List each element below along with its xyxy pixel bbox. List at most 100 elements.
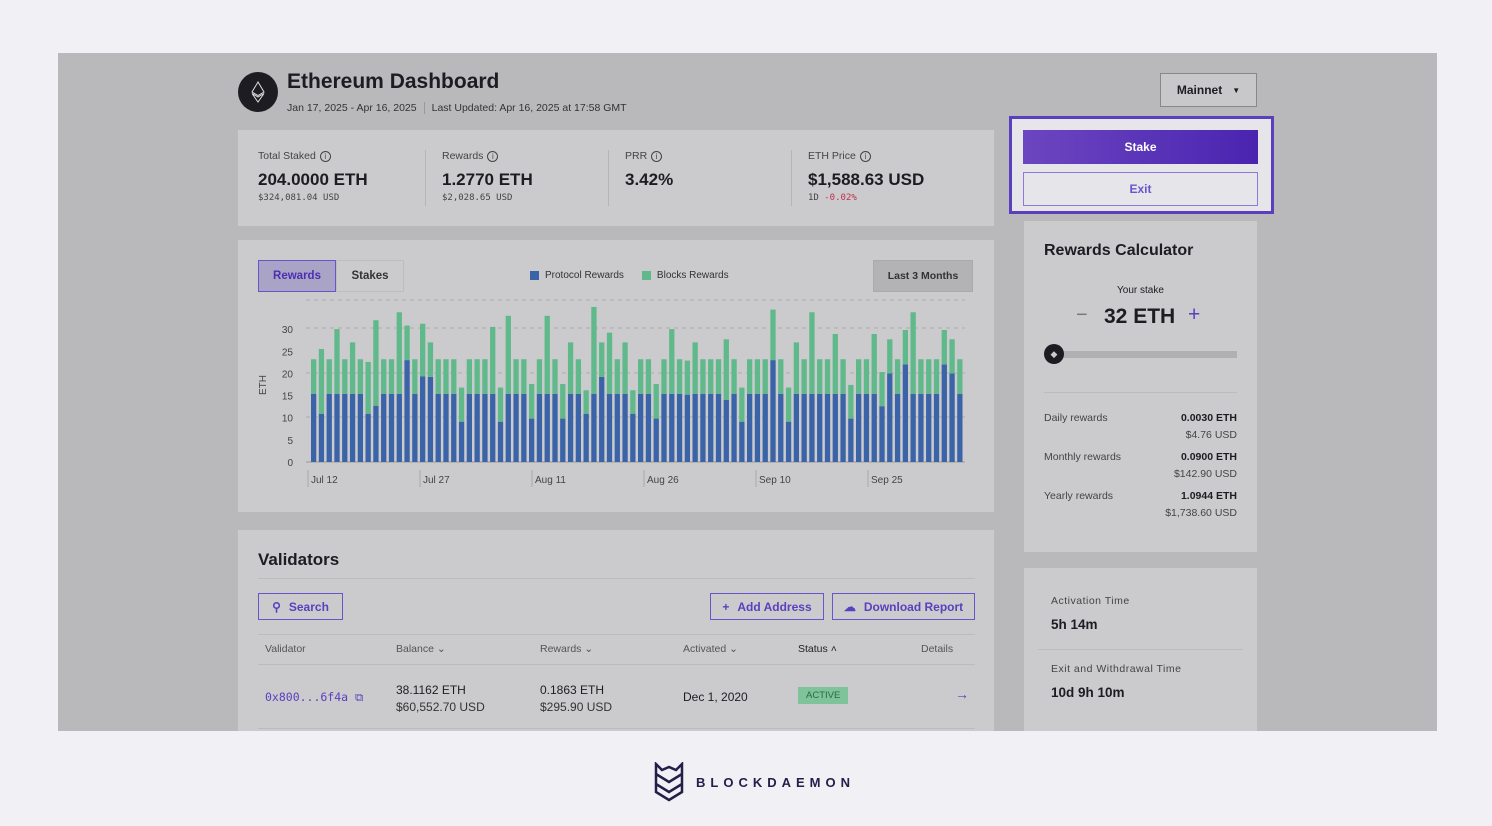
bar-protocol-rewards	[349, 393, 356, 462]
bar-protocol-rewards	[575, 393, 582, 462]
caret-down-icon: ▼	[1232, 85, 1241, 95]
bar-protocol-rewards	[817, 393, 823, 462]
bar-protocol-rewards	[832, 393, 838, 462]
range-select[interactable]: Last 3 Months	[873, 260, 973, 292]
bar-protocol-rewards	[785, 421, 792, 462]
bar-blocks-rewards	[599, 342, 605, 377]
bar-protocol-rewards	[824, 393, 831, 462]
bar-protocol-rewards	[513, 393, 519, 462]
bar-blocks-rewards	[451, 359, 457, 394]
bar-blocks-rewards	[513, 359, 519, 394]
x-tick-label: Aug 11	[535, 475, 566, 486]
bar-blocks-rewards	[645, 359, 652, 394]
bar-protocol-rewards	[684, 394, 691, 462]
validators-title: Validators	[258, 550, 340, 569]
stake-slider-track[interactable]	[1054, 351, 1237, 358]
bar-blocks-rewards	[809, 312, 815, 394]
bar-protocol-rewards	[435, 393, 441, 462]
col-validator: Validator	[265, 643, 306, 655]
bar-protocol-rewards	[809, 393, 815, 462]
bar-protocol-rewards	[879, 406, 885, 462]
bar-protocol-rewards	[918, 393, 924, 462]
bar-blocks-rewards	[365, 361, 371, 414]
rewards-calculator	[1024, 221, 1257, 552]
bar-blocks-rewards	[832, 333, 838, 394]
network-select[interactable]: Mainnet ▼	[1160, 73, 1257, 107]
bar-blocks-rewards	[957, 359, 963, 394]
rewards-usd: $295.90 USD	[540, 700, 613, 714]
bar-protocol-rewards	[754, 393, 761, 462]
bar-protocol-rewards	[482, 393, 488, 462]
validator-address[interactable]: 0x800...6f4a ⧉	[265, 690, 364, 704]
bar-protocol-rewards	[801, 393, 807, 462]
arrow-right-icon[interactable]: →	[955, 686, 969, 702]
bar-protocol-rewards	[941, 364, 947, 462]
bar-blocks-rewards	[622, 342, 628, 394]
col-rewards[interactable]: Rewards ⌄	[540, 643, 594, 655]
bar-protocol-rewards	[645, 393, 652, 462]
col-activated[interactable]: Activated ⌄	[683, 643, 738, 655]
activated-date: Dec 1, 2020	[683, 690, 748, 704]
bar-blocks-rewards	[560, 384, 566, 419]
bar-protocol-rewards	[949, 373, 955, 462]
tab-rewards[interactable]: Rewards	[258, 260, 336, 292]
bar-protocol-rewards	[599, 376, 605, 462]
bar-blocks-rewards	[606, 332, 613, 394]
y-tick-label: 0	[287, 458, 293, 469]
bar-protocol-rewards	[926, 393, 932, 462]
info-icon[interactable]: i	[487, 150, 499, 162]
bar-protocol-rewards	[567, 393, 574, 462]
stake-slider-thumb[interactable]: ◆	[1044, 344, 1064, 364]
y-axis-label: ETH	[258, 375, 269, 395]
bar-protocol-rewards	[630, 413, 636, 462]
stats-card: Total Staked i 204.0000 ETH $324,081.04 U…	[238, 130, 994, 226]
search-button[interactable]: ⚲ Search	[258, 593, 343, 620]
bar-protocol-rewards	[365, 413, 371, 462]
y-tick-label: 15	[282, 392, 294, 403]
bar-blocks-rewards	[933, 359, 940, 394]
bar-blocks-rewards	[381, 359, 387, 394]
bar-protocol-rewards	[700, 393, 706, 462]
exit-button[interactable]: Exit	[1023, 172, 1258, 206]
reward-row: Monthly rewards 0.0900 ETH $142.90 USD	[1044, 451, 1237, 480]
bar-protocol-rewards	[715, 393, 722, 462]
decrement-button[interactable]: −	[1076, 304, 1088, 326]
bar-protocol-rewards	[591, 393, 597, 462]
bar-protocol-rewards	[373, 405, 379, 462]
bar-blocks-rewards	[910, 312, 916, 394]
x-tick-label: Jul 27	[423, 475, 450, 486]
bar-protocol-rewards	[342, 393, 348, 462]
bar-blocks-rewards	[848, 384, 854, 419]
increment-button[interactable]: +	[1188, 303, 1201, 326]
bar-blocks-rewards	[840, 359, 846, 394]
bar-protocol-rewards	[451, 393, 457, 462]
download-report-button[interactable]: ☁ Download Report	[832, 593, 975, 620]
bar-blocks-rewards	[521, 359, 527, 394]
bar-blocks-rewards	[926, 359, 932, 394]
tab-stakes[interactable]: Stakes	[336, 260, 404, 292]
rewards-eth: 0.1863 ETH	[540, 683, 605, 697]
bar-blocks-rewards	[747, 359, 753, 394]
bar-blocks-rewards	[458, 387, 465, 422]
add-address-button[interactable]: + Add Address	[710, 593, 824, 620]
bar-protocol-rewards	[840, 393, 846, 462]
info-icon[interactable]: i	[859, 150, 871, 162]
stake-button[interactable]: Stake	[1023, 130, 1258, 164]
bar-blocks-rewards	[575, 359, 582, 394]
bar-protocol-rewards	[723, 399, 729, 462]
bar-protocol-rewards	[334, 393, 340, 462]
bar-protocol-rewards	[676, 393, 683, 462]
bar-blocks-rewards	[700, 359, 706, 394]
col-status[interactable]: Status ˄	[798, 643, 837, 655]
plus-icon: +	[722, 599, 730, 614]
bar-protocol-rewards	[739, 421, 745, 462]
bar-blocks-rewards	[762, 359, 768, 394]
y-tick-label: 30	[282, 325, 294, 336]
info-icon[interactable]: i	[319, 150, 331, 162]
col-balance[interactable]: Balance ⌄	[396, 643, 446, 655]
bar-protocol-rewards	[388, 393, 395, 462]
bar-protocol-rewards	[661, 393, 667, 462]
bar-protocol-rewards	[653, 418, 659, 462]
bar-blocks-rewards	[536, 359, 543, 394]
info-icon[interactable]: i	[651, 150, 663, 162]
